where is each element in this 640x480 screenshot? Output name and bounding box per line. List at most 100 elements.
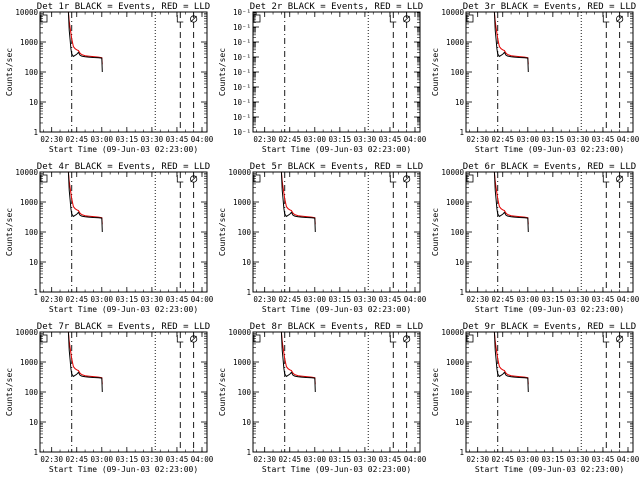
x-tick-label: 02:30: [253, 455, 276, 464]
y-tick-label: 10: [29, 418, 39, 427]
x-tick-label: 03:45: [379, 135, 402, 144]
circle-slash-glyph: [190, 175, 197, 183]
x-tick-label: 03:45: [166, 135, 189, 144]
x-tick-label: 03:30: [567, 135, 590, 144]
y-tick-label: 100: [24, 68, 38, 77]
x-tick-label: 03:30: [141, 135, 164, 144]
corner-glyph: [176, 335, 184, 343]
x-tick-label: 03:15: [329, 455, 352, 464]
y-tick-label: 10000: [441, 328, 464, 337]
circle-glyph: [616, 15, 624, 23]
detector-panel-1: Det 1r BLACK = Events, RED = LLD 1 10 100 10…: [5, 2, 214, 154]
y-tick-label: 1: [33, 288, 38, 297]
plot-frame: [465, 171, 634, 293]
y-tick-label: 1000: [446, 38, 465, 47]
panel-title: Det 3r BLACK = Events, RED = LLD: [463, 2, 636, 12]
series-events: [493, 171, 529, 233]
y-tick-label: 1: [246, 448, 251, 457]
series-lld: [280, 331, 316, 385]
plot-frame: [252, 331, 421, 453]
x-tick-label: 03:00: [304, 135, 327, 144]
corner-glyph: [389, 15, 397, 23]
y-axis-label: Counts/sec: [5, 368, 14, 416]
y-tick-label: 10000: [228, 328, 251, 337]
y-tick-label: 10: [242, 258, 252, 267]
x-tick-label: 03:45: [379, 295, 402, 304]
x-tick-label: 03:00: [91, 295, 114, 304]
y-tick-label: 10⁻¹: [233, 8, 251, 17]
x-tick-label: 04:00: [191, 455, 214, 464]
y-tick-label: 10⁻¹: [233, 113, 251, 122]
plot-frame: [39, 11, 208, 133]
circle-slash-glyph: [616, 15, 623, 23]
x-tick-label: 03:00: [517, 135, 540, 144]
y-tick-label: 1: [459, 128, 464, 137]
left-box-glyph: [253, 334, 261, 343]
y-tick-label: 10⁻¹: [233, 23, 251, 32]
x-tick-label: 02:30: [40, 455, 63, 464]
y-tick-label: 1000: [233, 198, 252, 207]
y-tick-label: 1000: [233, 358, 252, 367]
circle-glyph: [190, 175, 198, 183]
y-tick-label: 10000: [15, 168, 38, 177]
y-axis-label: Counts/sec: [431, 208, 440, 256]
y-tick-label: 10: [455, 98, 465, 107]
x-tick-label: 02:45: [65, 295, 88, 304]
y-axis-label: Counts/sec: [5, 208, 14, 256]
y-tick-label: 100: [24, 228, 38, 237]
x-tick-label: 02:30: [253, 295, 276, 304]
x-axis-label: Start Time (09-Jun-03 02:23:00): [475, 305, 624, 314]
series-events: [67, 331, 103, 393]
series-events: [280, 331, 316, 393]
y-tick-label: 100: [24, 388, 38, 397]
circle-glyph: [616, 335, 624, 343]
y-tick-label: 1000: [20, 358, 39, 367]
plot-frame: [252, 171, 421, 293]
series-lld: [67, 171, 103, 225]
y-axis-label: Counts/sec: [431, 48, 440, 96]
left-box-glyph: [40, 14, 48, 23]
x-tick-label: 03:30: [567, 455, 590, 464]
left-box-glyph: [466, 334, 474, 343]
circle-slash-glyph: [616, 335, 623, 343]
x-tick-label: 02:30: [466, 135, 489, 144]
detector-panel-9: Det 9r BLACK = Events, RED = LLD 1 10 100 10…: [431, 322, 640, 474]
x-tick-label: 03:45: [166, 295, 189, 304]
corner-glyph: [176, 175, 184, 183]
x-tick-label: 04:00: [404, 135, 427, 144]
circle-slash-glyph: [190, 335, 197, 343]
x-tick-label: 03:45: [592, 455, 615, 464]
y-tick-label: 1000: [446, 198, 465, 207]
y-tick-label: 100: [450, 228, 464, 237]
plot-frame: [465, 331, 634, 453]
y-tick-label: 100: [237, 388, 251, 397]
panel-title: Det 7r BLACK = Events, RED = LLD: [37, 322, 210, 332]
series-lld: [493, 331, 529, 385]
panel-title: Det 9r BLACK = Events, RED = LLD: [463, 322, 636, 332]
x-tick-label: 02:45: [278, 135, 301, 144]
x-tick-label: 03:15: [116, 455, 139, 464]
x-tick-label: 04:00: [617, 135, 640, 144]
x-tick-label: 03:15: [329, 295, 352, 304]
plot-frame: [252, 11, 421, 133]
y-tick-label: 10⁻¹: [233, 83, 251, 92]
circle-glyph: [403, 175, 411, 183]
corner-glyph: [389, 175, 397, 183]
x-axis-label: Start Time (09-Jun-03 02:23:00): [49, 145, 198, 154]
y-tick-label: 10000: [15, 328, 38, 337]
panel-title: Det 8r BLACK = Events, RED = LLD: [250, 322, 423, 332]
x-tick-label: 03:15: [542, 295, 565, 304]
panel-title: Det 6r BLACK = Events, RED = LLD: [463, 162, 636, 172]
x-tick-label: 03:00: [304, 455, 327, 464]
x-tick-label: 03:00: [517, 455, 540, 464]
x-tick-label: 03:15: [542, 135, 565, 144]
series-events: [493, 11, 529, 73]
circle-glyph: [403, 15, 411, 23]
circle-glyph: [403, 335, 411, 343]
x-tick-label: 02:30: [40, 295, 63, 304]
x-tick-label: 02:30: [253, 135, 276, 144]
series-events: [67, 171, 103, 233]
detector-panel-5: Det 5r BLACK = Events, RED = LLD 1 10 100 10…: [218, 162, 427, 314]
x-tick-label: 02:45: [278, 455, 301, 464]
x-tick-label: 03:30: [354, 295, 377, 304]
